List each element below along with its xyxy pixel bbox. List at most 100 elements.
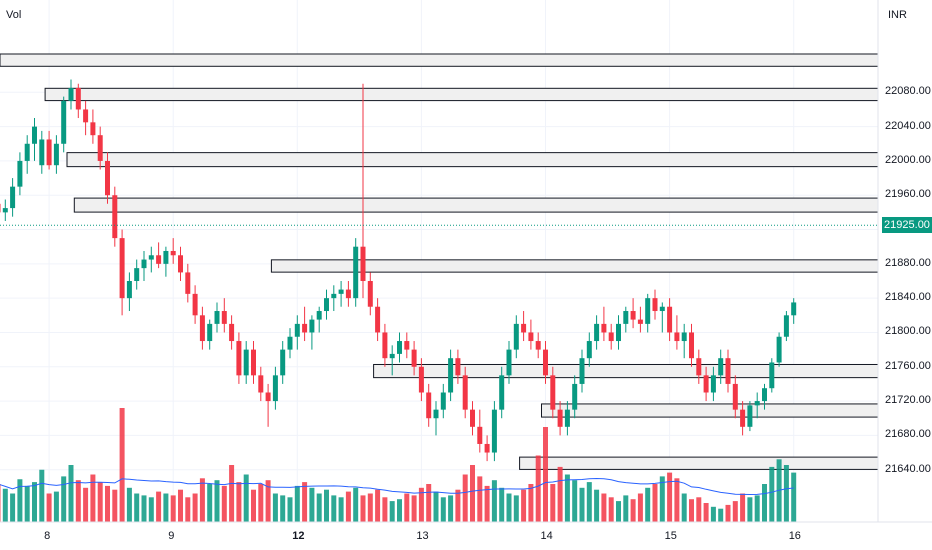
- volume-bar: [455, 489, 461, 522]
- candle: [616, 315, 621, 350]
- volume-bar: [46, 493, 52, 522]
- candle: [696, 349, 702, 384]
- candle: [134, 259, 140, 290]
- volume-bar: [637, 493, 643, 522]
- price-zone[interactable]: [0, 53, 879, 67]
- candle-body: [214, 311, 220, 324]
- candle-body: [185, 272, 191, 294]
- candlesticks: [0, 79, 797, 462]
- volume-bar: [616, 501, 621, 522]
- volume-bar: [360, 495, 366, 522]
- price-zone[interactable]: [541, 403, 879, 418]
- candle: [61, 96, 67, 153]
- candle: [302, 306, 308, 342]
- price-tick-label: 21680.00: [885, 428, 931, 441]
- volume-bar: [462, 474, 468, 522]
- candle: [470, 401, 475, 436]
- candle-body: [659, 306, 665, 312]
- volume-bar: [710, 506, 716, 522]
- volume-bar: [732, 501, 738, 522]
- candle-body: [616, 323, 621, 342]
- candle: [53, 135, 59, 174]
- candle-body: [0, 203, 1, 213]
- candle-body: [594, 323, 600, 342]
- candle: [178, 246, 183, 281]
- candle: [484, 435, 490, 462]
- candle-body: [696, 358, 702, 376]
- candle: [331, 285, 337, 312]
- candle-body: [272, 375, 278, 402]
- volume-bar: [718, 508, 724, 522]
- candle: [294, 315, 300, 350]
- candle: [258, 366, 264, 402]
- candle: [783, 311, 789, 342]
- volume-bar: [53, 491, 59, 522]
- candle-body: [90, 122, 96, 136]
- price-zone[interactable]: [44, 87, 879, 102]
- candle: [725, 349, 731, 393]
- candle-body: [557, 409, 563, 427]
- candle: [17, 152, 23, 196]
- candle-body: [2, 208, 8, 213]
- candle-body: [302, 323, 308, 333]
- volume-bar: [353, 487, 359, 522]
- volume-bar: [579, 487, 585, 522]
- candle: [550, 366, 556, 419]
- candle: [594, 315, 600, 350]
- price-zone[interactable]: [73, 197, 879, 213]
- candle-body: [46, 139, 52, 166]
- candle-body: [418, 366, 424, 393]
- candle: [83, 100, 89, 136]
- volume-bar: [61, 476, 67, 522]
- candle: [404, 332, 410, 359]
- price-tick-label: 21800.00: [885, 325, 931, 338]
- volume-bar: [769, 466, 775, 522]
- volume-bar: [535, 455, 541, 522]
- volume-bar: [506, 493, 512, 522]
- candle: [199, 306, 205, 350]
- candle: [272, 366, 278, 410]
- candle-body: [375, 306, 381, 333]
- candle-body: [477, 426, 483, 444]
- candle-body: [484, 443, 490, 453]
- candle-body: [192, 293, 198, 316]
- candle: [637, 306, 643, 333]
- candle: [528, 319, 534, 350]
- volume-ma-line: [0, 477, 794, 496]
- candle: [75, 83, 81, 119]
- volume-bar: [119, 408, 125, 522]
- candle: [148, 246, 154, 273]
- candle-body: [265, 392, 271, 402]
- candle-body: [543, 349, 548, 376]
- volume-bar: [703, 503, 709, 522]
- candle: [97, 126, 103, 170]
- volume-bar: [331, 495, 337, 522]
- candle: [769, 358, 775, 393]
- volume-indicator-label[interactable]: Vol: [6, 9, 22, 21]
- time-tick-label: 13: [416, 530, 429, 542]
- candle-body: [68, 88, 74, 101]
- volume-bar: [411, 495, 417, 522]
- candle-body: [535, 341, 541, 350]
- price-zone[interactable]: [519, 456, 879, 470]
- volume-bar: [528, 484, 534, 522]
- price-tick-label: 21760.00: [885, 359, 931, 372]
- volume-bar: [214, 480, 220, 522]
- volume-bars: [0, 408, 797, 522]
- volume-bar: [105, 485, 110, 522]
- candle-body: [667, 306, 673, 333]
- volume-bar: [236, 482, 242, 522]
- candle: [652, 289, 658, 320]
- volume-bar: [10, 493, 16, 522]
- candle: [170, 238, 176, 264]
- candle: [433, 401, 439, 436]
- time-tick-label: 8: [44, 530, 51, 542]
- candle-body: [10, 186, 16, 209]
- volume-bar: [747, 497, 753, 522]
- volume-bar: [272, 493, 278, 522]
- candle-body: [462, 375, 468, 410]
- candle-body: [97, 135, 103, 161]
- price-zone[interactable]: [66, 152, 879, 168]
- candle-body: [769, 362, 775, 389]
